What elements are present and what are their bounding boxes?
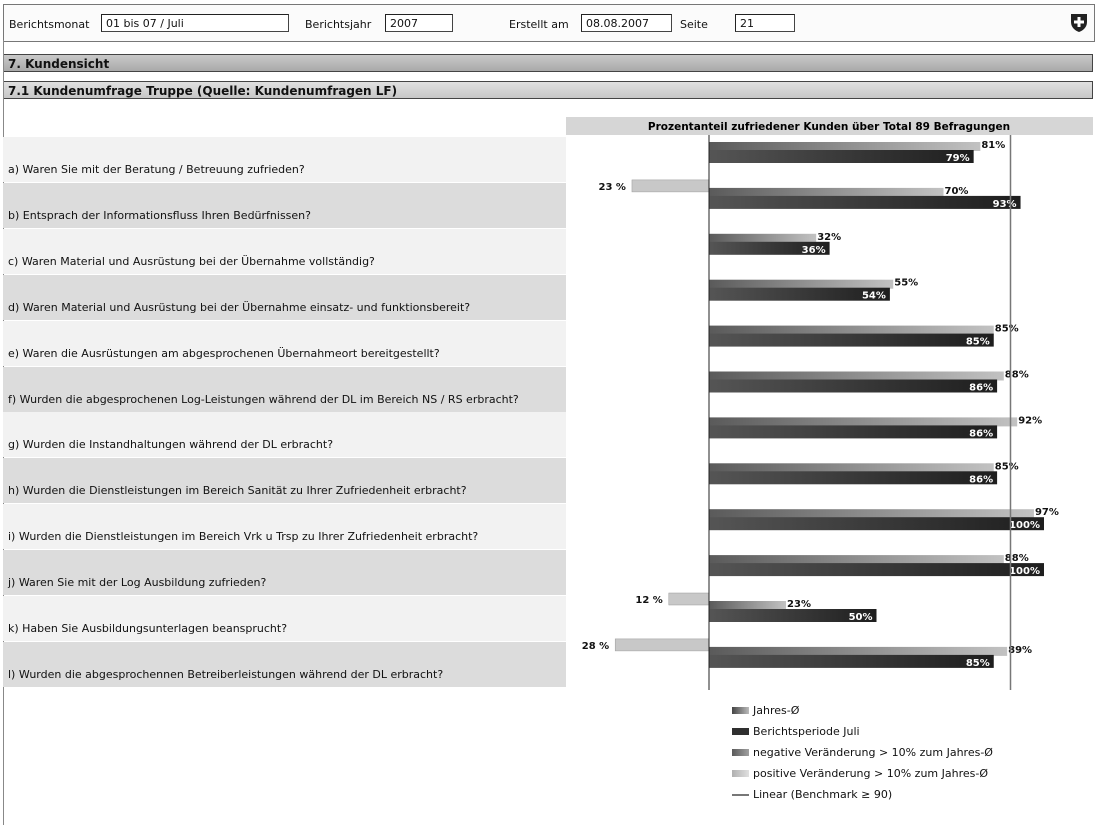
label-change: 23 % xyxy=(599,182,626,193)
legend-label: negative Veränderung > 10% zum Jahres-Ø xyxy=(753,745,993,759)
bar-annual xyxy=(709,417,1018,427)
question-row: i) Wurden die Dienstleistungen im Bereic… xyxy=(3,504,566,550)
legend-label: Jahres-Ø xyxy=(753,703,800,717)
label-annual: 89% xyxy=(1008,645,1032,656)
bar-period xyxy=(709,333,994,347)
label-period: 36% xyxy=(802,245,826,256)
bar-annual xyxy=(709,371,1004,381)
page-field[interactable]: 21 xyxy=(735,14,795,32)
created-field[interactable]: 08.08.2007 xyxy=(581,14,672,32)
created-label: Erstellt am xyxy=(509,18,569,31)
legend-item: negative Veränderung > 10% zum Jahres-Ø xyxy=(732,742,993,763)
bar-period xyxy=(709,471,998,485)
question-row: b) Entsprach der Informationsfluss Ihren… xyxy=(3,182,566,228)
bar-annual xyxy=(709,555,1004,565)
bar-period xyxy=(709,609,877,622)
label-period: 100% xyxy=(1009,566,1040,577)
label-period: 86% xyxy=(969,383,993,394)
label-period: 54% xyxy=(862,291,886,302)
label-annual: 85% xyxy=(995,461,1019,472)
legend-item: Linear (Benchmark ≥ 90) xyxy=(732,784,993,805)
legend-item: Jahres-Ø xyxy=(732,700,993,721)
question-row: d) Waren Material und Ausrüstung bei der… xyxy=(3,274,566,320)
bar-period xyxy=(709,563,1044,577)
label-annual: 85% xyxy=(995,324,1019,335)
chart-title-band xyxy=(566,117,1093,135)
label-annual: 88% xyxy=(1005,553,1029,564)
bar-period xyxy=(709,425,998,439)
question-row: j) Waren Sie mit der Log Ausbildung zufr… xyxy=(3,550,566,596)
bar-annual xyxy=(709,279,894,289)
label-annual: 32% xyxy=(817,232,841,243)
swiss-cross-shield-icon xyxy=(1071,14,1087,32)
bar-period xyxy=(709,379,998,393)
label-period: 86% xyxy=(969,474,993,485)
legend-item: positive Veränderung > 10% zum Jahres-Ø xyxy=(732,763,993,784)
label-change: 28 % xyxy=(582,641,609,652)
label-annual: 81% xyxy=(981,140,1005,151)
label-period: 50% xyxy=(849,612,873,623)
legend-swatch xyxy=(732,707,749,714)
label-annual: 23% xyxy=(787,599,811,610)
report-header: Berichtsmonat 01 bis 07 / Juli Berichtsj… xyxy=(3,4,1095,42)
legend-label: positive Veränderung > 10% zum Jahres-Ø xyxy=(753,766,988,780)
bar-annual xyxy=(709,646,1008,656)
legend-label: Linear (Benchmark ≥ 90) xyxy=(753,787,893,801)
year-field[interactable]: 2007 xyxy=(385,14,453,32)
bar-period xyxy=(709,287,890,301)
label-annual: 70% xyxy=(945,186,969,197)
question-row: e) Waren die Ausrüstungen am abgesproche… xyxy=(3,320,566,366)
subsection-title: 7.1 Kundenumfrage Truppe (Quelle: Kunden… xyxy=(3,81,1093,99)
label-period: 85% xyxy=(966,337,990,348)
question-row: g) Wurden die Instandhaltungen während d… xyxy=(3,412,566,458)
legend-swatch xyxy=(732,728,749,735)
legend-item: Berichtsperiode Juli xyxy=(732,721,993,742)
bar-annual xyxy=(709,325,994,335)
label-change: 12 % xyxy=(635,595,662,606)
section-title: 7. Kundensicht xyxy=(3,54,1093,72)
chart-title: Prozentanteil zufriedener Kunden über To… xyxy=(648,121,1010,133)
label-period: 85% xyxy=(966,658,990,669)
year-label: Berichtsjahr xyxy=(305,18,372,31)
label-annual: 88% xyxy=(1005,370,1029,381)
bar-annual xyxy=(709,233,817,243)
bar-period xyxy=(709,150,974,163)
question-row: k) Haben Sie Ausbildungsunterlagen beans… xyxy=(3,596,566,641)
label-period: 86% xyxy=(969,428,993,439)
bar-change xyxy=(668,592,710,606)
question-row: l) Wurden die abgesprochennen Betreiberl… xyxy=(3,641,566,687)
question-row: f) Wurden die abgesprochenen Log-Leistun… xyxy=(3,366,566,412)
question-row: a) Waren Sie mit der Beratung / Betreuun… xyxy=(3,137,566,182)
label-annual: 55% xyxy=(894,278,918,289)
chart-legend: Jahres-Ø Berichtsperiode Juli negative Ver… xyxy=(732,700,993,805)
label-period: 93% xyxy=(993,199,1017,210)
legend-swatch xyxy=(732,770,749,777)
bar-change xyxy=(614,638,710,652)
bar-annual xyxy=(709,509,1034,519)
question-row: c) Waren Material und Ausrüstung bei der… xyxy=(3,228,566,274)
label-annual: 92% xyxy=(1018,415,1042,426)
bar-annual xyxy=(709,601,787,610)
question-row: h) Wurden die Dienstleistungen im Bereic… xyxy=(3,458,566,504)
bar-annual xyxy=(709,463,994,473)
month-field[interactable]: 01 bis 07 / Juli xyxy=(101,14,289,32)
bar-period xyxy=(709,654,994,668)
bar-period xyxy=(709,241,830,255)
bar-annual xyxy=(709,142,981,151)
label-annual: 97% xyxy=(1035,507,1059,518)
month-label: Berichtsmonat xyxy=(9,18,90,31)
bar-annual xyxy=(709,187,944,197)
bar-period xyxy=(709,517,1044,531)
label-period: 79% xyxy=(946,153,970,164)
bar-change xyxy=(631,179,710,193)
legend-swatch xyxy=(732,749,749,756)
label-period: 100% xyxy=(1009,520,1040,531)
page-label: Seite xyxy=(680,18,708,31)
bar-period xyxy=(709,195,1021,209)
legend-line-swatch xyxy=(732,793,749,796)
satisfaction-chart: Prozentanteil zufriedener Kunden über To… xyxy=(566,117,1093,690)
legend-label: Berichtsperiode Juli xyxy=(753,724,860,738)
